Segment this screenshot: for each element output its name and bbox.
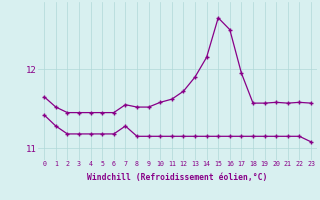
X-axis label: Windchill (Refroidissement éolien,°C): Windchill (Refroidissement éolien,°C)	[87, 173, 268, 182]
